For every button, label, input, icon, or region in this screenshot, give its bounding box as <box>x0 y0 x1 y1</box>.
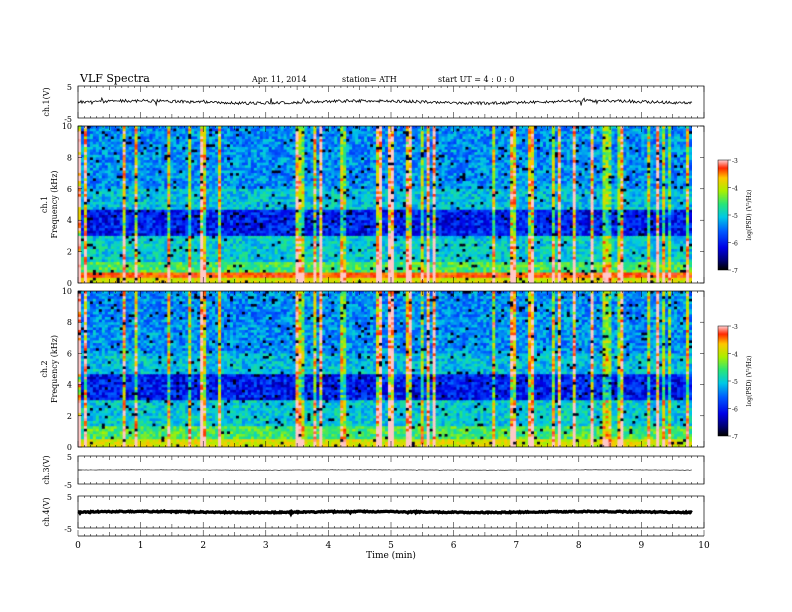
time-axis-label: Time (min) <box>366 550 416 561</box>
ch2-freq-tick: 6 <box>67 349 72 358</box>
tick-marks <box>77 86 705 536</box>
ch4-ytick-bottom: -5 <box>64 525 72 534</box>
ch2-freq-tick: 2 <box>67 412 72 421</box>
ch1-channel-label: ch.1 <box>40 196 49 213</box>
time-tick-label: 9 <box>639 541 645 551</box>
ch2-colorbar-tick-label: -6 <box>732 407 738 414</box>
ch2-freq-tick: 8 <box>67 318 72 327</box>
ch1-colorbar-tick-label: -5 <box>732 213 738 220</box>
ch2-freq-label: Frequency (kHz) <box>50 335 59 403</box>
ch4-waveform <box>77 508 693 518</box>
spectrogram-ch2 <box>78 291 692 447</box>
ch1-colorbar-tick-label: -6 <box>732 241 738 248</box>
time-tick-label: 7 <box>513 541 519 551</box>
ch1-freq-tick: 8 <box>67 153 72 162</box>
ch2-freq-tick: 0 <box>67 443 72 452</box>
ch3-ytick-top: 5 <box>67 453 72 462</box>
ch1-waveform <box>77 96 693 107</box>
start-time-label: start UT = 4 : 0 : 0 <box>438 75 515 84</box>
colorbars: -3 -4 -5 -6 -7 log(PSD) (V²/Hz) -3 -4 -5 -6 -7 log(… <box>717 158 753 441</box>
ch2-colorbar-tick-label: -4 <box>732 352 738 359</box>
time-tick-label: 5 <box>388 541 394 551</box>
ch4-ylabel: ch.4(V) <box>42 497 51 526</box>
ch1-ylabel: ch.1(V) <box>42 87 51 116</box>
ch2-colorbar-tick-label: -5 <box>732 379 738 386</box>
date-label: Apr. 11, 2014 <box>252 75 307 84</box>
station-label: station= ATH <box>342 75 397 84</box>
time-tick-label: 4 <box>326 541 332 551</box>
ch2-freq-tick: 4 <box>67 381 72 390</box>
ch1-ytick-bottom: -5 <box>64 115 72 124</box>
ch1-freq-tick: 0 <box>67 279 72 288</box>
ch3-ylabel: ch.3(V) <box>42 455 51 484</box>
ch2-freq-tick: 10 <box>62 287 72 296</box>
ch1-freq-tick: 6 <box>67 185 72 194</box>
ch2-colorbar-label: log(PSD) (V²/Hz) <box>746 356 753 407</box>
ch1-colorbar <box>718 160 728 270</box>
ch1-colorbar-tick-label: -7 <box>732 268 738 275</box>
ch2-colorbar <box>718 326 728 436</box>
ch1-colorbar-tick-label: -4 <box>732 186 738 193</box>
ch3-ytick-bottom: -5 <box>64 481 72 490</box>
chart-title: VLF Spectra <box>80 72 150 85</box>
ch1-freq-tick: 10 <box>62 122 72 131</box>
time-tick-label: 0 <box>75 541 81 551</box>
ch1-freq-tick: 4 <box>67 216 72 225</box>
ch4-ytick-top: 5 <box>67 493 72 502</box>
ch2-colorbar-tick-label: -3 <box>732 324 738 331</box>
ch1-freq-label: Frequency (kHz) <box>50 170 59 238</box>
ch1-colorbar-label: log(PSD) (V²/Hz) <box>746 190 753 241</box>
time-tick-label: 1 <box>138 541 144 551</box>
ch1-ytick-top: 5 <box>67 83 72 92</box>
ch1-freq-tick: 2 <box>67 248 72 257</box>
time-tick-label: 6 <box>451 541 457 551</box>
time-tick-label: 10 <box>698 541 710 551</box>
waveform-layer <box>77 96 693 518</box>
ch2-colorbar-tick-label: -7 <box>732 434 738 441</box>
time-tick-label: 3 <box>263 541 269 551</box>
time-tick-label: 2 <box>200 541 206 551</box>
ch3-waveform <box>77 468 692 471</box>
spectrogram-layer <box>78 126 692 447</box>
time-tick-label: 8 <box>576 541 582 551</box>
ch1-colorbar-tick-label: -3 <box>732 158 738 165</box>
spectrogram-ch1 <box>78 126 692 283</box>
ch2-channel-label: ch.2 <box>40 360 49 377</box>
